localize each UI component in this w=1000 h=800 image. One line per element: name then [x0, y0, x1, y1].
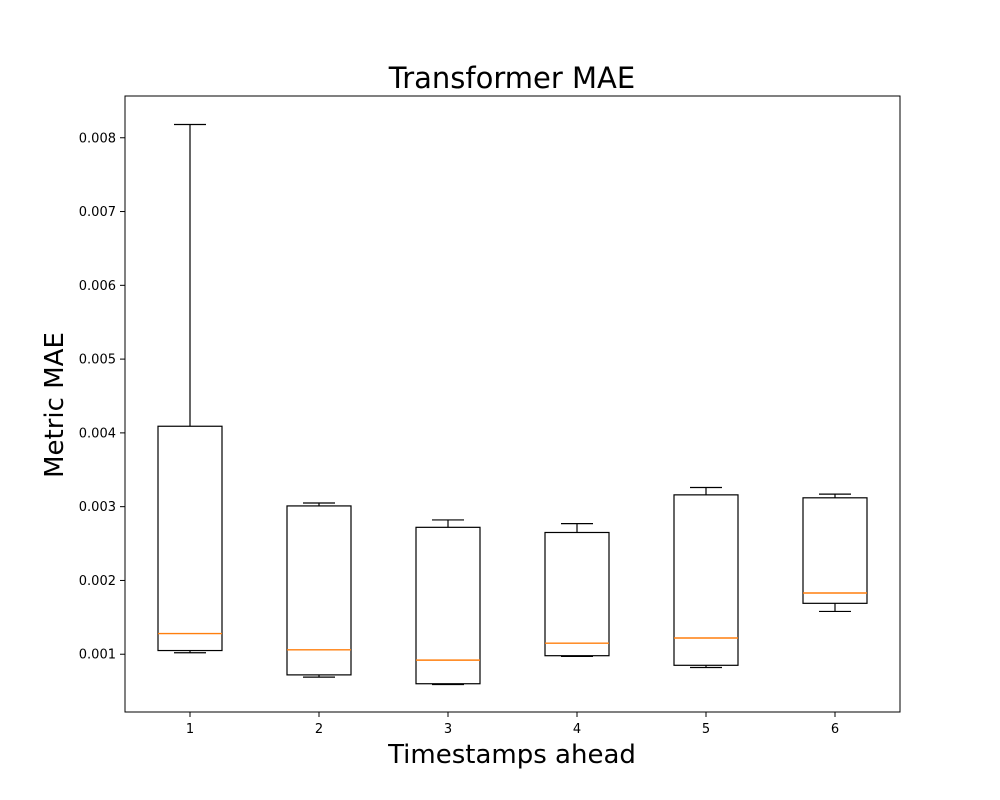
chart-title: Transformer MAE	[388, 61, 635, 95]
x-tick-label: 6	[831, 722, 839, 737]
y-tick-label: 0.002	[79, 574, 116, 589]
y-tick-label: 0.006	[79, 279, 116, 294]
y-axis-label: Metric MAE	[40, 332, 70, 478]
y-tick-label: 0.004	[79, 426, 116, 441]
box-iqr	[802, 497, 868, 604]
y-tick-label: 0.005	[79, 353, 116, 368]
axes-frame	[124, 95, 901, 713]
x-tick-label: 2	[315, 722, 323, 737]
box-iqr	[673, 494, 739, 666]
y-tick-label: 0.008	[79, 131, 116, 146]
x-axis-label: Timestamps ahead	[387, 740, 636, 770]
plot-area: 0.001 0.002 0.003 0.004 0.005 0.006 0.007 0.008…	[79, 95, 901, 737]
x-tick-label: 1	[186, 722, 194, 737]
x-tick-label: 3	[444, 722, 452, 737]
box-iqr	[286, 505, 352, 676]
box-iqr	[544, 531, 610, 657]
y-tick-label: 0.003	[79, 500, 116, 515]
x-tick-label: 4	[573, 722, 581, 737]
x-tick-label: 5	[702, 722, 710, 737]
y-tick-label: 0.001	[79, 648, 116, 663]
y-tick-label: 0.007	[79, 205, 116, 220]
box-iqr	[157, 425, 223, 652]
box-iqr	[415, 526, 481, 685]
